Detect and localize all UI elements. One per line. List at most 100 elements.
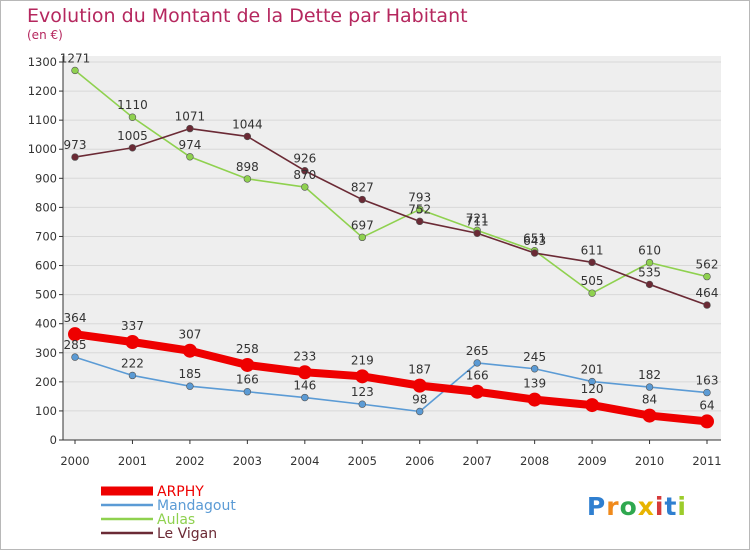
- data-point-mandagout: [301, 393, 309, 402]
- x-tick-label: 2002: [175, 454, 204, 468]
- data-point-le-vigan: [588, 258, 596, 267]
- logo-letter: t: [664, 492, 678, 521]
- data-point-aulas: [243, 175, 252, 183]
- data-point-le-vigan: [530, 249, 539, 257]
- y-tick-label: 600: [35, 259, 57, 273]
- data-point-aulas: [416, 205, 424, 214]
- data-point-le-vigan: [128, 144, 137, 152]
- data-point-arphy: [642, 408, 657, 423]
- data-label-mandagout: 285: [64, 338, 87, 352]
- y-tick-label: 200: [35, 375, 57, 389]
- legend-label-le-vigan: Le Vigan: [157, 526, 217, 542]
- data-label-mandagout: 185: [178, 367, 201, 381]
- y-tick-label: 400: [35, 317, 57, 331]
- data-point-le-vigan: [645, 280, 654, 289]
- data-label-aulas: 1110: [117, 98, 148, 112]
- logo-letter: i: [677, 492, 687, 521]
- y-tick-label: 700: [35, 229, 57, 243]
- data-point-arphy: [585, 398, 600, 413]
- data-label-aulas: 697: [351, 218, 374, 232]
- data-label-arphy: 139: [523, 377, 546, 391]
- data-label-le-vigan: 611: [581, 243, 604, 257]
- series-line-mandagout: [74, 356, 708, 413]
- series-line-arphy: [71, 330, 711, 426]
- legend-label-aulas: Aulas: [157, 512, 195, 528]
- logo-letter: o: [619, 492, 638, 521]
- data-point-le-vigan: [186, 124, 194, 133]
- data-label-aulas: 610: [638, 244, 661, 258]
- data-label-le-vigan: 1044: [232, 117, 263, 131]
- data-point-mandagout: [186, 382, 194, 390]
- legend-label-mandagout: Mandagout: [157, 498, 236, 514]
- y-tick-label: 0: [50, 433, 57, 447]
- data-point-mandagout: [703, 388, 711, 397]
- data-point-mandagout: [358, 400, 366, 408]
- data-point-arphy: [470, 384, 485, 399]
- data-label-le-vigan: 535: [638, 265, 661, 279]
- data-label-mandagout: 123: [351, 385, 374, 399]
- data-label-le-vigan: 973: [64, 138, 87, 152]
- data-label-le-vigan: 1005: [117, 129, 148, 143]
- y-tick-label: 100: [35, 404, 57, 418]
- data-label-le-vigan: 1071: [175, 110, 206, 124]
- y-tick-label: 1000: [28, 142, 57, 156]
- data-label-mandagout: 182: [638, 368, 661, 382]
- y-tick-label: 300: [35, 346, 57, 360]
- plot-area: [63, 56, 721, 440]
- data-point-arphy: [125, 335, 140, 350]
- x-tick-label: 2008: [520, 454, 549, 468]
- data-point-le-vigan: [473, 229, 481, 237]
- data-point-mandagout: [128, 371, 137, 380]
- series-line-le-vigan: [74, 127, 708, 306]
- data-point-le-vigan: [703, 301, 711, 309]
- y-tick-label: 800: [35, 200, 57, 214]
- logo-letter: i: [654, 492, 665, 521]
- x-tick-label: 2010: [635, 454, 664, 468]
- logo-letter: x: [637, 492, 655, 521]
- data-label-mandagout: 222: [121, 356, 144, 370]
- data-point-le-vigan: [71, 153, 79, 161]
- x-tick-label: 2003: [233, 454, 262, 468]
- data-point-arphy: [182, 343, 197, 358]
- y-tick-label: 1300: [28, 55, 57, 69]
- data-point-le-vigan: [358, 195, 366, 204]
- data-point-aulas: [645, 258, 654, 267]
- x-tick-label: 2007: [463, 454, 492, 468]
- data-point-aulas: [71, 66, 79, 75]
- data-label-arphy: 364: [64, 311, 87, 325]
- data-label-aulas: 505: [581, 274, 604, 288]
- series-line-aulas: [74, 69, 708, 294]
- data-label-mandagout: 201: [581, 363, 604, 377]
- data-label-aulas: 974: [178, 138, 201, 152]
- data-point-mandagout: [588, 377, 596, 386]
- x-tick-label: 2006: [405, 454, 434, 468]
- legend-label-arphy: ARPHY: [157, 484, 204, 500]
- data-point-arphy: [355, 369, 370, 384]
- data-label-le-vigan: 827: [351, 181, 374, 195]
- y-tick-label: 900: [35, 171, 57, 185]
- data-labels: 364 337 307 258 233 219 187 166 139 120 84 64 285 222…: [60, 51, 719, 412]
- data-label-arphy: 307: [178, 328, 201, 342]
- data-label-arphy: 187: [408, 363, 431, 377]
- data-point-aulas: [703, 272, 711, 281]
- data-point-mandagout: [71, 353, 79, 361]
- x-tick-label: 2000: [60, 454, 89, 468]
- data-point-arphy: [68, 327, 82, 342]
- data-label-aulas: 898: [236, 160, 259, 174]
- data-label-le-vigan: 643: [523, 234, 546, 248]
- data-label-mandagout: 146: [293, 379, 316, 393]
- data-point-aulas: [301, 183, 309, 191]
- data-point-mandagout: [416, 407, 424, 416]
- data-label-arphy: 120: [581, 382, 604, 396]
- data-label-aulas: 793: [408, 190, 431, 204]
- x-tick-label: 2011: [692, 454, 721, 468]
- data-label-aulas: 1271: [60, 51, 91, 65]
- data-label-mandagout: 245: [523, 350, 546, 364]
- data-label-arphy: 84: [642, 393, 657, 407]
- data-point-le-vigan: [301, 167, 309, 175]
- chart-subtitle: (en €): [27, 28, 63, 42]
- x-tick-label: 2005: [348, 454, 377, 468]
